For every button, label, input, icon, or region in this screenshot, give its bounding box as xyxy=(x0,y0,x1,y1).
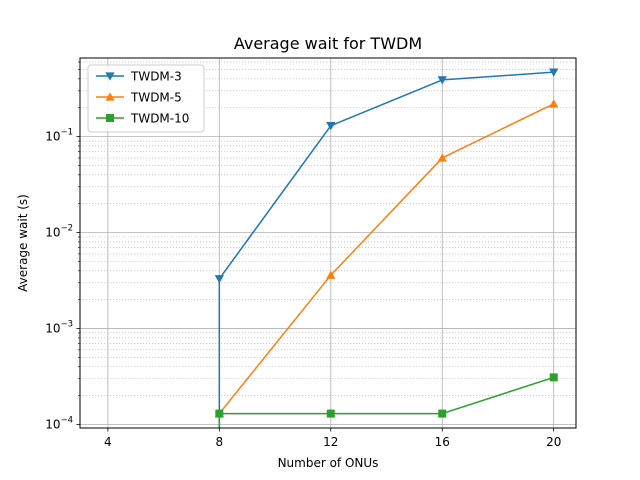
y-tick-exponent: −1 xyxy=(60,128,73,138)
y-tick-exponent: −2 xyxy=(60,224,73,234)
legend: TWDM-3 TWDM-5 TWDM-10 xyxy=(87,64,205,133)
data-point-marker xyxy=(105,72,115,81)
x-tick-label: 12 xyxy=(323,435,338,449)
y-tick-exponent: −4 xyxy=(60,416,73,426)
legend-label: TWDM-10 xyxy=(130,112,189,126)
y-tick-label: 10−1 xyxy=(45,128,73,144)
data-point-marker xyxy=(437,153,447,162)
data-point-marker xyxy=(438,409,447,418)
data-point-marker xyxy=(106,114,114,122)
y-axis-ticks: 10−410−310−210−1 xyxy=(45,61,80,432)
y-tick-base: 10 xyxy=(45,322,60,336)
y-tick-base: 10 xyxy=(45,418,60,432)
data-point-marker xyxy=(105,92,115,101)
y-tick-label: 10−2 xyxy=(45,224,73,240)
x-tick-label: 20 xyxy=(546,435,561,449)
y-tick-base: 10 xyxy=(45,226,60,240)
y-tick-base: 10 xyxy=(45,130,60,144)
chart-title: Average wait for TWDM xyxy=(234,34,422,53)
data-point-marker xyxy=(549,68,559,77)
legend-label: TWDM-3 xyxy=(130,70,182,84)
y-tick-exponent: −3 xyxy=(60,320,73,330)
data-point-marker xyxy=(326,122,336,131)
series-line xyxy=(218,103,555,415)
x-axis-ticks: 4 8 12 16 20 xyxy=(104,428,561,449)
data-point-marker xyxy=(214,275,224,284)
data-point-marker xyxy=(549,373,558,382)
x-tick-label: 4 xyxy=(104,435,112,449)
y-axis-label: Average wait (s) xyxy=(16,194,30,292)
y-tick-label: 10−3 xyxy=(45,320,73,336)
grid-lines xyxy=(80,58,576,428)
plot-frame xyxy=(79,57,577,429)
data-point-marker xyxy=(326,270,336,279)
y-tick-label: 10−4 xyxy=(45,416,73,432)
x-tick-label: 16 xyxy=(435,435,450,449)
x-tick-label: 8 xyxy=(216,435,224,449)
data-point-marker xyxy=(326,409,335,418)
data-point-marker xyxy=(437,76,447,85)
x-axis-label: Number of ONUs xyxy=(278,456,379,470)
legend-label: TWDM-5 xyxy=(130,91,182,105)
series-group xyxy=(214,68,559,428)
legend-box xyxy=(87,64,205,133)
data-point-marker xyxy=(215,409,224,418)
data-point-marker xyxy=(549,99,559,108)
